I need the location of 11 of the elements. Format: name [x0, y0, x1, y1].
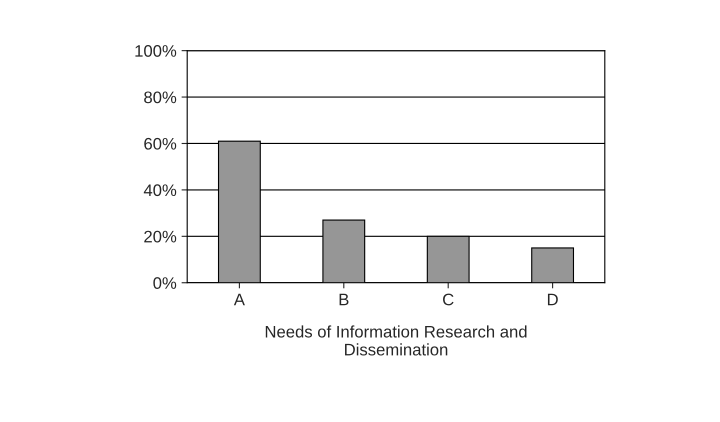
x-axis-title: Needs of Information Research and Dissemination: [266, 325, 526, 356]
y-tick-label: 40%: [144, 184, 176, 196]
y-tick-label: 80%: [144, 91, 176, 104]
x-tick-label: B: [340, 294, 348, 306]
y-tick-label: 20%: [144, 230, 176, 243]
y-tick-label: 60%: [144, 138, 176, 150]
x-tick-label: D: [548, 294, 558, 306]
y-tick-label: 100%: [135, 45, 176, 57]
x-tick-label: C: [443, 294, 454, 306]
y-tick-label: 0%: [153, 277, 176, 289]
x-tick-label: A: [234, 294, 245, 306]
